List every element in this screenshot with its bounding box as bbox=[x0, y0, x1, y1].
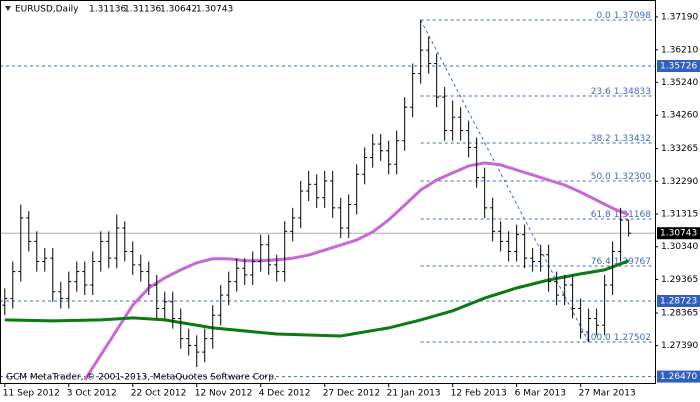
y-tick-label: 1.31315 bbox=[661, 210, 698, 220]
header-low: 1.30642 bbox=[160, 5, 197, 15]
collapse-icon[interactable] bbox=[5, 6, 11, 11]
fib-label: 38.2 1.33432 bbox=[591, 134, 651, 144]
header-open: 1.31136 bbox=[89, 5, 126, 15]
fib-label: 50.0 1.32300 bbox=[591, 171, 652, 181]
x-tick-label: 11 Sep 2012 bbox=[3, 389, 60, 399]
fib-price: 1.31168 bbox=[614, 209, 651, 219]
fib-ratio: 76.4 bbox=[591, 256, 611, 266]
header-high: 1.31136 bbox=[124, 5, 161, 15]
copyright: GCM MetaTrader, © 2001-2013, MetaQuotes … bbox=[6, 373, 277, 383]
fib-ratio: 38.2 bbox=[591, 134, 611, 144]
fib-label: 76.4 1.29767 bbox=[591, 256, 651, 266]
level-label-box bbox=[657, 60, 700, 73]
header-close: 1.30743 bbox=[196, 5, 233, 15]
price-label: 1.30743 bbox=[660, 229, 697, 239]
level-label-box bbox=[657, 294, 700, 307]
fib-price: 1.32300 bbox=[614, 171, 651, 181]
y-tick-label: 1.28365 bbox=[661, 309, 698, 319]
level-label: 1.26470 bbox=[660, 372, 697, 382]
moving-average bbox=[4, 259, 630, 338]
fib-label: 61.8 1.31168 bbox=[591, 209, 652, 219]
y-tick-label: 1.33265 bbox=[661, 144, 698, 154]
fib-ratio: 100.0 bbox=[585, 332, 611, 342]
fib-trend bbox=[420, 19, 590, 343]
y-tick-label: 1.27390 bbox=[661, 341, 698, 351]
fib-ratio: 61.8 bbox=[591, 209, 611, 219]
x-tick-label: 12 Nov 2012 bbox=[195, 389, 253, 399]
fib-label: 23.6 1.34833 bbox=[591, 86, 651, 96]
x-tick-label: 6 Mar 2013 bbox=[515, 389, 566, 399]
fib-ratio: 0.0 bbox=[596, 10, 611, 20]
fib-price: 1.37098 bbox=[614, 10, 651, 20]
plot-frame bbox=[0, 0, 656, 384]
fib-ratio: 23.6 bbox=[591, 86, 611, 96]
price-box bbox=[657, 227, 700, 240]
x-tick-label: 27 Mar 2013 bbox=[579, 389, 636, 399]
y-tick-label: 1.30340 bbox=[661, 242, 698, 252]
plot-layer: 0.0 1.37098 23.6 1.34833 38.2 1.33432 50.0 1.32… bbox=[0, 10, 655, 381]
x-tick-label: 4 Dec 2012 bbox=[259, 389, 311, 399]
level-label: 1.28723 bbox=[660, 296, 697, 306]
fib-label: 0.0 1.37098 bbox=[596, 10, 651, 20]
y-tick-label: 1.29365 bbox=[661, 275, 698, 285]
fib-price: 1.34833 bbox=[614, 86, 651, 96]
x-tick-label: 21 Jan 2013 bbox=[387, 389, 441, 399]
y-tick-label: 1.34260 bbox=[661, 111, 698, 121]
y-tick-label: 1.35240 bbox=[661, 78, 698, 88]
x-tick-label: 27 Dec 2012 bbox=[323, 389, 381, 399]
y-tick-label: 1.36210 bbox=[661, 45, 698, 55]
moving-average bbox=[83, 161, 630, 381]
symbol-title: EURUSD,Daily bbox=[15, 5, 79, 15]
x-tick-label: 3 Oct 2012 bbox=[67, 389, 117, 399]
level-label: 1.35726 bbox=[660, 62, 697, 72]
fib-price: 1.27502 bbox=[614, 332, 651, 342]
fib-price: 1.29767 bbox=[614, 256, 651, 266]
x-tick-label: 12 Feb 2013 bbox=[451, 389, 507, 399]
level-label-box bbox=[657, 370, 700, 383]
fib-ratio: 50.0 bbox=[591, 171, 611, 181]
x-tick-label: 22 Oct 2012 bbox=[131, 389, 187, 399]
y-tick-label: 1.37190 bbox=[661, 12, 698, 22]
fib-price: 1.33432 bbox=[614, 134, 651, 144]
y-tick-label: 1.32290 bbox=[661, 177, 698, 187]
fib-label: 100.0 1.27502 bbox=[585, 332, 651, 342]
